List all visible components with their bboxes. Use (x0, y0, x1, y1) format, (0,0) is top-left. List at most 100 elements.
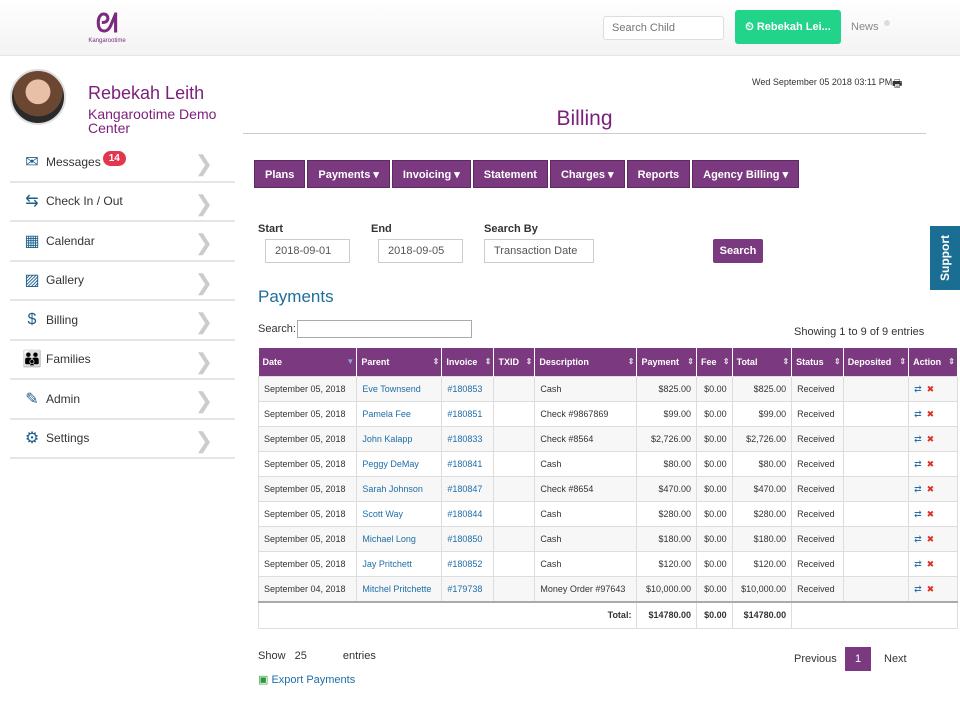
column-header-description[interactable]: Description ⇕ (534, 348, 638, 376)
column-header-parent[interactable]: Parent ⇕ (356, 348, 443, 376)
column-header-date[interactable]: Date ▼ (258, 348, 358, 376)
delete-icon[interactable]: ✖ (926, 533, 935, 544)
excel-icon: ▣ (258, 674, 269, 686)
invoice-link[interactable]: #179738 (447, 583, 483, 594)
parent-link[interactable]: Jay Pritchett (362, 558, 412, 569)
sidebar-item-label: Admin (46, 391, 81, 406)
page-1-button[interactable]: 1 (845, 647, 871, 671)
tab-charges[interactable]: Charges ▾ (549, 160, 625, 188)
export-payments-link[interactable]: ▣ Export Payments (258, 673, 355, 686)
tab-agency-billing[interactable]: Agency Billing ▾ (692, 160, 800, 188)
column-header-invoice[interactable]: Invoice ⇕ (441, 348, 495, 376)
cell: $280.00 (731, 500, 793, 527)
sort-icon: ⇕ (432, 357, 440, 366)
column-label: Parent (361, 356, 390, 367)
transfer-icon[interactable]: ⇄ (914, 558, 922, 569)
transfer-icon[interactable]: ⇄ (914, 483, 922, 494)
parent-link[interactable]: Sarah Johnson (362, 483, 423, 494)
search-by-select[interactable]: Transaction Date (484, 239, 594, 263)
sidebar-item-label: Families (46, 352, 91, 367)
delete-icon[interactable]: ✖ (926, 483, 935, 494)
sidebar-item-check-in-out[interactable]: ⇆ Check In / Out ❯ (10, 183, 235, 222)
invoice-link[interactable]: #180852 (447, 558, 483, 569)
next-button[interactable]: Next (884, 653, 907, 665)
parent-link[interactable]: Pamela Fee (362, 408, 411, 419)
invoice-link[interactable]: #180851 (447, 408, 483, 419)
cell: $80.00 (731, 450, 793, 477)
column-header-payment[interactable]: Payment ⇕ (636, 348, 697, 376)
cell (842, 550, 910, 577)
start-date-input[interactable]: 2018-09-01 (265, 239, 350, 263)
cell: $825.00 (636, 375, 697, 402)
delete-icon[interactable]: ✖ (926, 583, 935, 594)
sidebar-item-admin[interactable]: ✎ Admin ❯ (10, 380, 235, 420)
cell: September 05, 2018 (257, 450, 358, 477)
support-tab[interactable]: Support (930, 226, 960, 290)
transfer-icon[interactable]: ⇄ (914, 583, 922, 594)
column-header-total[interactable]: Total ⇕ (732, 348, 793, 376)
cell (493, 375, 536, 402)
parent-link[interactable]: John Kalapp (362, 433, 413, 444)
sidebar-item-calendar[interactable]: ▦ Calendar ❯ (10, 222, 235, 262)
center-name: Kangarootime Demo Center (88, 106, 217, 136)
column-header-status[interactable]: Status ⇕ (791, 348, 844, 376)
search-child-input[interactable] (603, 16, 724, 40)
tab-reports[interactable]: Reports (626, 160, 691, 188)
news-link[interactable]: News (851, 21, 879, 33)
invoice-link[interactable]: #180844 (447, 508, 483, 519)
invoice-link[interactable]: #180847 (447, 483, 483, 494)
delete-icon[interactable]: ✖ (926, 558, 935, 569)
tab-invoicing[interactable]: Invoicing ▾ (391, 160, 471, 188)
sidebar-item-billing[interactable]: $ Billing ❯ (10, 301, 235, 341)
column-header-txid[interactable]: TXID ⇕ (493, 348, 536, 376)
news-indicator (884, 20, 890, 26)
delete-icon[interactable]: ✖ (926, 508, 935, 519)
transfer-icon[interactable]: ⇄ (914, 508, 922, 519)
sidebar-item-settings[interactable]: ⚙ Settings ❯ (10, 420, 235, 459)
parent-link[interactable]: Scott Way (362, 508, 404, 519)
sidebar-item-families[interactable]: 👪 Families ❯ (10, 341, 235, 380)
column-header-action[interactable]: Action ⇕ (908, 348, 958, 376)
page-length-select[interactable]: 25 (294, 650, 307, 662)
invoice-link[interactable]: #180841 (447, 458, 483, 469)
user-button[interactable]: ⏲ Rebekah Lei... (735, 10, 841, 44)
cell: $180.00 (731, 525, 793, 552)
logo[interactable]: ᘛ Kangarootime (88, 8, 126, 44)
delete-icon[interactable]: ✖ (926, 383, 935, 394)
tab-plans[interactable]: Plans (254, 160, 306, 188)
cell (842, 575, 910, 602)
delete-icon[interactable]: ✖ (926, 458, 935, 469)
parent-link[interactable]: Mitchel Pritchette (362, 583, 432, 594)
transfer-icon[interactable]: ⇄ (914, 458, 922, 469)
parent-link[interactable]: Eve Townsend (362, 383, 421, 394)
cell: Cash (534, 500, 638, 527)
invoice-link[interactable]: #180833 (447, 433, 483, 444)
sidebar-item-messages[interactable]: ✉ Messages 14 ❯ (10, 143, 235, 183)
cell (493, 575, 536, 602)
invoice-link[interactable]: #180850 (447, 533, 483, 544)
search-button[interactable]: Search (713, 239, 763, 263)
sidebar-item-gallery[interactable]: ▨ Gallery ❯ (10, 262, 235, 301)
end-date-input[interactable]: 2018-09-05 (378, 239, 463, 263)
print-icon[interactable]: 🖶 (892, 78, 903, 90)
tab-payments[interactable]: Payments ▾ (307, 160, 390, 188)
show-label: Show (258, 650, 286, 662)
cell: Received (791, 575, 844, 602)
tab-statement[interactable]: Statement (472, 160, 548, 188)
delete-icon[interactable]: ✖ (926, 408, 935, 419)
parent-link[interactable]: Peggy DeMay (362, 458, 419, 469)
page-length: Show 25 entries (258, 650, 376, 662)
transfer-icon[interactable]: ⇄ (914, 408, 922, 419)
column-header-fee[interactable]: Fee ⇕ (696, 348, 733, 376)
previous-button[interactable]: Previous (794, 653, 837, 665)
delete-icon[interactable]: ✖ (926, 433, 935, 444)
column-header-deposited[interactable]: Deposited ⇕ (843, 348, 910, 376)
transfer-icon[interactable]: ⇄ (914, 433, 922, 444)
parent-link[interactable]: Michael Long (362, 533, 416, 544)
total-total: $14780.00 (731, 600, 793, 629)
transfer-icon[interactable]: ⇄ (914, 533, 922, 544)
invoice-link[interactable]: #180853 (447, 383, 483, 394)
transfer-icon[interactable]: ⇄ (914, 383, 922, 394)
table-search-input[interactable] (297, 320, 472, 338)
total-empty (791, 600, 958, 629)
